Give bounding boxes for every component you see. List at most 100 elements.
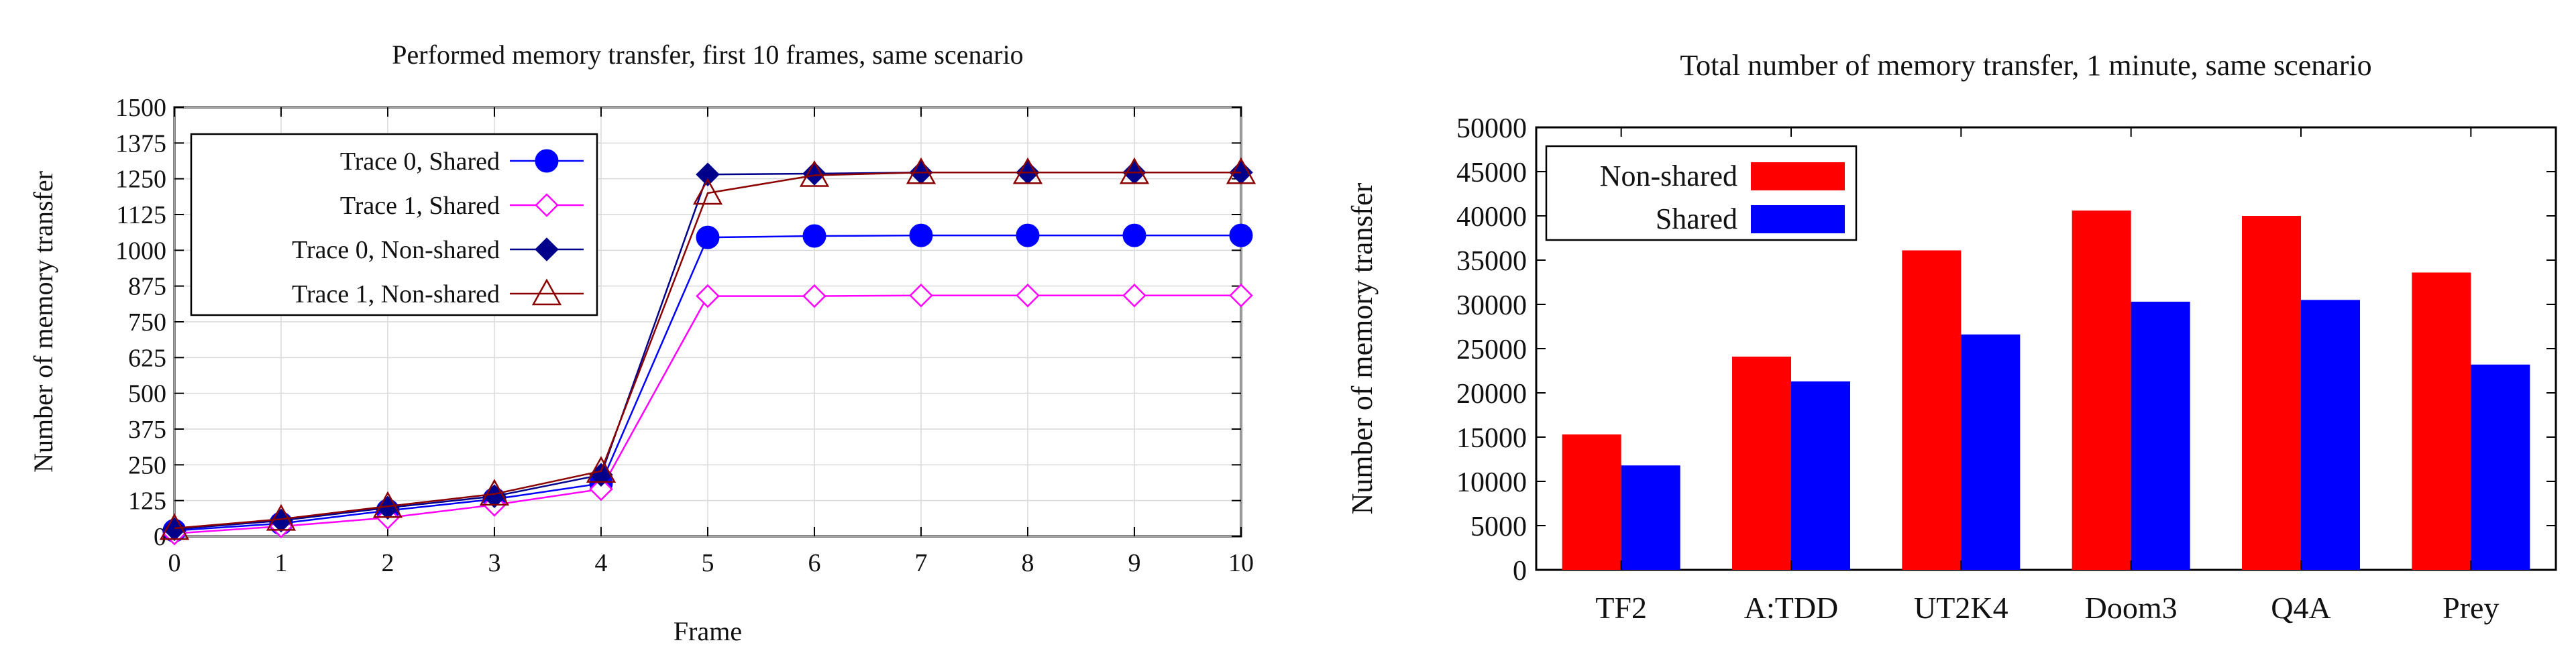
y-tick-label: 25000 xyxy=(1456,335,1527,365)
data-point xyxy=(802,162,826,186)
data-point xyxy=(1229,283,1253,308)
y-tick-label: 1000 xyxy=(115,237,166,265)
x-tick-label: 1 xyxy=(275,549,288,577)
legend-label: Trace 1, Shared xyxy=(340,192,500,220)
data-point xyxy=(909,223,933,247)
x-tick-label: 2 xyxy=(382,549,394,577)
y-tick-label: 250 xyxy=(128,451,166,479)
x-tick-label: 7 xyxy=(915,549,928,577)
y-tick-label: 1250 xyxy=(115,166,166,194)
data-point xyxy=(802,284,826,308)
line-chart-series xyxy=(159,157,1256,546)
y-tick-label: 10000 xyxy=(1456,467,1527,498)
bar-chart-title: Total number of memory transfer, 1 minut… xyxy=(1680,49,2371,82)
bar-chart-y-ticks: 0 5000 10000 15000 20000 25000 30000 35000 40000… xyxy=(1456,113,2556,587)
y-tick-label: 30000 xyxy=(1456,290,1527,321)
data-point xyxy=(1119,157,1150,184)
x-tick-label: UT2K4 xyxy=(1914,591,2008,625)
bar-shared xyxy=(2301,300,2360,570)
x-tick-label: Q4A xyxy=(2271,591,2330,625)
x-tick-label: 9 xyxy=(1128,549,1141,577)
y-tick-label: 0 xyxy=(1513,556,1527,587)
line-chart: Performed memory transfer, first 10 fram… xyxy=(28,40,1256,646)
line-chart-title: Performed memory transfer, first 10 fram… xyxy=(392,40,1023,70)
data-point xyxy=(696,162,720,187)
x-tick-label: 0 xyxy=(168,549,181,577)
x-tick-label: 8 xyxy=(1022,549,1034,577)
y-tick-label: 20000 xyxy=(1456,379,1527,410)
bar-shared xyxy=(2131,302,2190,570)
y-tick-label: 1375 xyxy=(115,129,166,158)
bar-non-shared xyxy=(2242,216,2301,570)
data-point xyxy=(266,503,297,531)
bar-non-shared xyxy=(2072,211,2131,571)
legend-marker xyxy=(535,237,559,261)
x-tick-label: 3 xyxy=(488,549,501,577)
x-tick-label: 6 xyxy=(808,549,821,577)
y-tick-label: 50000 xyxy=(1456,113,1527,144)
data-point xyxy=(372,491,403,518)
data-point xyxy=(696,284,720,308)
bar-shared xyxy=(1621,465,1680,570)
legend-label: Trace 1, Non-shared xyxy=(292,280,500,308)
y-tick-label: 40000 xyxy=(1456,202,1527,233)
line-chart-legend: Trace 0, Shared Trace 1, Shared Trace 0, N… xyxy=(190,133,598,316)
data-point xyxy=(1016,283,1040,308)
data-point xyxy=(909,283,933,308)
data-point xyxy=(586,456,616,483)
data-point xyxy=(799,160,830,187)
bar-non-shared xyxy=(1902,250,1962,570)
y-tick-label: 15000 xyxy=(1456,423,1527,454)
y-tick-label: 35000 xyxy=(1456,246,1527,277)
bar-chart-bars xyxy=(1562,211,2530,571)
data-point xyxy=(692,178,723,205)
y-tick-label: 1500 xyxy=(115,94,166,122)
legend-marker xyxy=(535,149,559,173)
x-tick-label: TF2 xyxy=(1595,591,1647,625)
data-point xyxy=(589,477,613,501)
data-point xyxy=(159,513,190,540)
x-tick-label: A:TDD xyxy=(1744,591,1839,625)
bar-shared xyxy=(1791,381,1850,570)
y-tick-label: 500 xyxy=(128,380,166,408)
x-tick-label: Prey xyxy=(2443,591,2499,625)
line-chart-y-axis-label: Number of memory transfer xyxy=(28,171,58,473)
line-chart-x-ticks: 0 1 2 3 4 5 6 7 8 9 10 xyxy=(168,107,1254,577)
series-4 xyxy=(159,157,1256,540)
legend-label: Trace 0, Non-shared xyxy=(292,236,500,264)
y-tick-label: 125 xyxy=(128,487,166,516)
legend-swatch xyxy=(1751,162,1845,190)
data-point xyxy=(1122,223,1146,247)
bar-non-shared xyxy=(1562,434,1621,570)
bar-chart-legend: Non-shared Shared xyxy=(1545,145,1858,241)
legend-marker xyxy=(531,278,562,306)
line-chart-y-ticks: 0125250375500625750875100011251250137515… xyxy=(115,94,1241,551)
x-tick-label: 10 xyxy=(1228,549,1254,577)
y-tick-label: 375 xyxy=(128,416,166,444)
data-point xyxy=(1229,223,1253,247)
x-tick-label: Doom3 xyxy=(2085,591,2178,625)
legend-swatch xyxy=(1751,205,1845,233)
x-tick-label: 4 xyxy=(595,549,608,577)
bar-non-shared xyxy=(1732,356,1791,570)
y-tick-label: 750 xyxy=(128,308,166,337)
line-chart-x-axis-label: Frame xyxy=(674,616,742,646)
data-point xyxy=(696,225,720,249)
y-tick-label: 5000 xyxy=(1470,512,1527,542)
data-point xyxy=(802,224,826,248)
y-tick-label: 625 xyxy=(128,344,166,372)
legend-label: Trace 0, Shared xyxy=(340,147,500,176)
bar-chart-x-ticks: TF2 A:TDD UT2K4 Doom3 Q4A Prey xyxy=(1595,127,2499,625)
data-point xyxy=(1016,223,1040,247)
legend-marker xyxy=(535,193,559,217)
bar-shared xyxy=(2471,364,2530,570)
y-tick-label: 875 xyxy=(128,273,166,301)
bar-chart: Total number of memory transfer, 1 minut… xyxy=(1346,49,2557,625)
data-point xyxy=(1122,283,1146,308)
data-point xyxy=(906,157,936,184)
x-tick-label: 5 xyxy=(702,549,714,577)
line-chart-legend-box xyxy=(190,133,598,316)
bar-shared xyxy=(1961,334,2021,570)
series-line xyxy=(174,172,1241,530)
